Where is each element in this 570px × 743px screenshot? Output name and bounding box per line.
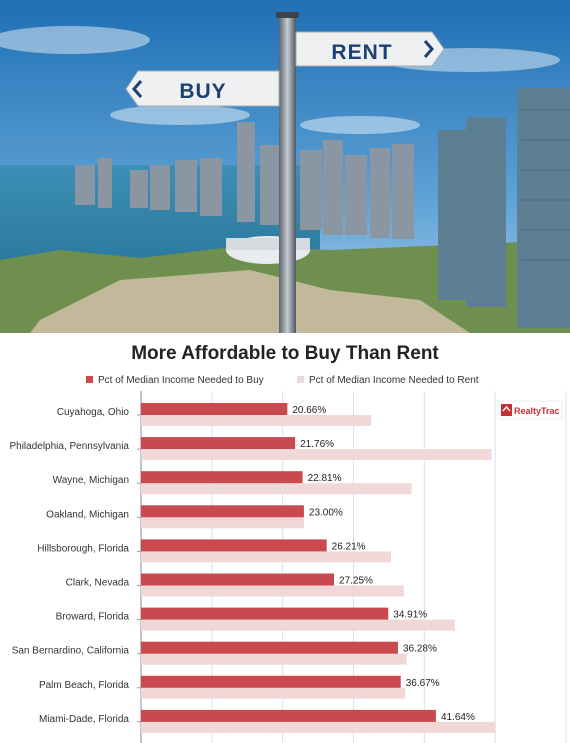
buy-value-label: 27.25% xyxy=(339,576,373,587)
realtytrac-logo: RealtyTrac xyxy=(497,400,563,420)
category-labels: Cuyahoga, Ohio Philadelphia, Pennsylvania… xyxy=(9,407,141,725)
buy-bar xyxy=(141,539,327,552)
rent-bar xyxy=(141,415,372,426)
logo-text: RealtyTrac xyxy=(514,406,560,416)
legend-swatch-rent xyxy=(297,376,304,383)
legend-swatch-buy xyxy=(86,376,93,383)
buy-sign-label: BUY xyxy=(179,80,226,103)
chart-title: More Affordable to Buy Than Rent xyxy=(131,343,439,364)
rent-bar xyxy=(141,551,392,563)
buy-bar xyxy=(141,505,304,518)
chart-panel: More Affordable to Buy Than Rent Pct of … xyxy=(0,333,570,743)
category-label: Wayne, Michigan xyxy=(53,475,129,486)
rent-bar xyxy=(141,619,455,631)
buy-value-label: 41.64% xyxy=(441,712,475,723)
bar-chart: More Affordable to Buy Than Rent Pct of … xyxy=(9,343,567,743)
category-label: Cuyahoga, Ohio xyxy=(57,407,130,418)
legend-label-rent: Pct of Median Income Needed to Rent xyxy=(309,375,479,386)
rent-bar xyxy=(141,585,404,597)
buy-value-label: 26.21% xyxy=(332,541,366,552)
category-label: Oakland, Michigan xyxy=(46,509,129,520)
category-label: San Bernardino, California xyxy=(12,646,130,657)
buy-bar xyxy=(141,471,303,484)
category-label: Clark, Nevada xyxy=(66,578,130,589)
city-skyline-photo: RENT BUY xyxy=(0,0,570,333)
category-label: Miami-Dade, Florida xyxy=(39,714,129,725)
value-labels: 20.66% 21.76% 22.81% 23.00% 26.21% 27.25% 34.9… xyxy=(292,405,475,723)
category-label: Broward, Florida xyxy=(56,612,130,623)
buy-bar xyxy=(141,573,335,586)
legend-label-buy: Pct of Median Income Needed to Buy xyxy=(98,375,264,386)
buy-value-label: 21.76% xyxy=(300,439,334,450)
buy-bar xyxy=(141,607,389,620)
buy-bar xyxy=(141,709,436,722)
buy-bar xyxy=(141,641,398,654)
rent-bar xyxy=(141,483,412,495)
rent-bar xyxy=(141,653,407,665)
rent-bar xyxy=(141,721,496,733)
category-label: Philadelphia, Pennsylvania xyxy=(9,441,129,452)
rent-bar xyxy=(141,687,406,699)
rent-bar xyxy=(141,517,304,529)
rent-bar xyxy=(141,449,492,461)
buy-bar xyxy=(141,437,296,450)
buy-bar xyxy=(141,403,288,415)
buy-value-label: 22.81% xyxy=(308,473,342,484)
chart-bars xyxy=(141,403,496,733)
buy-value-label: 34.91% xyxy=(393,610,427,621)
buy-value-label: 20.66% xyxy=(292,405,326,416)
chart-legend: Pct of Median Income Needed to Buy Pct o… xyxy=(86,375,479,386)
category-label: Hillsborough, Florida xyxy=(37,543,129,554)
buy-bar xyxy=(141,675,401,688)
rent-sign-label: RENT xyxy=(331,41,392,64)
buy-value-label: 36.67% xyxy=(406,678,440,689)
buy-value-label: 23.00% xyxy=(309,507,343,518)
buy-value-label: 36.28% xyxy=(403,644,437,655)
category-label: Palm Beach, Florida xyxy=(39,680,129,691)
